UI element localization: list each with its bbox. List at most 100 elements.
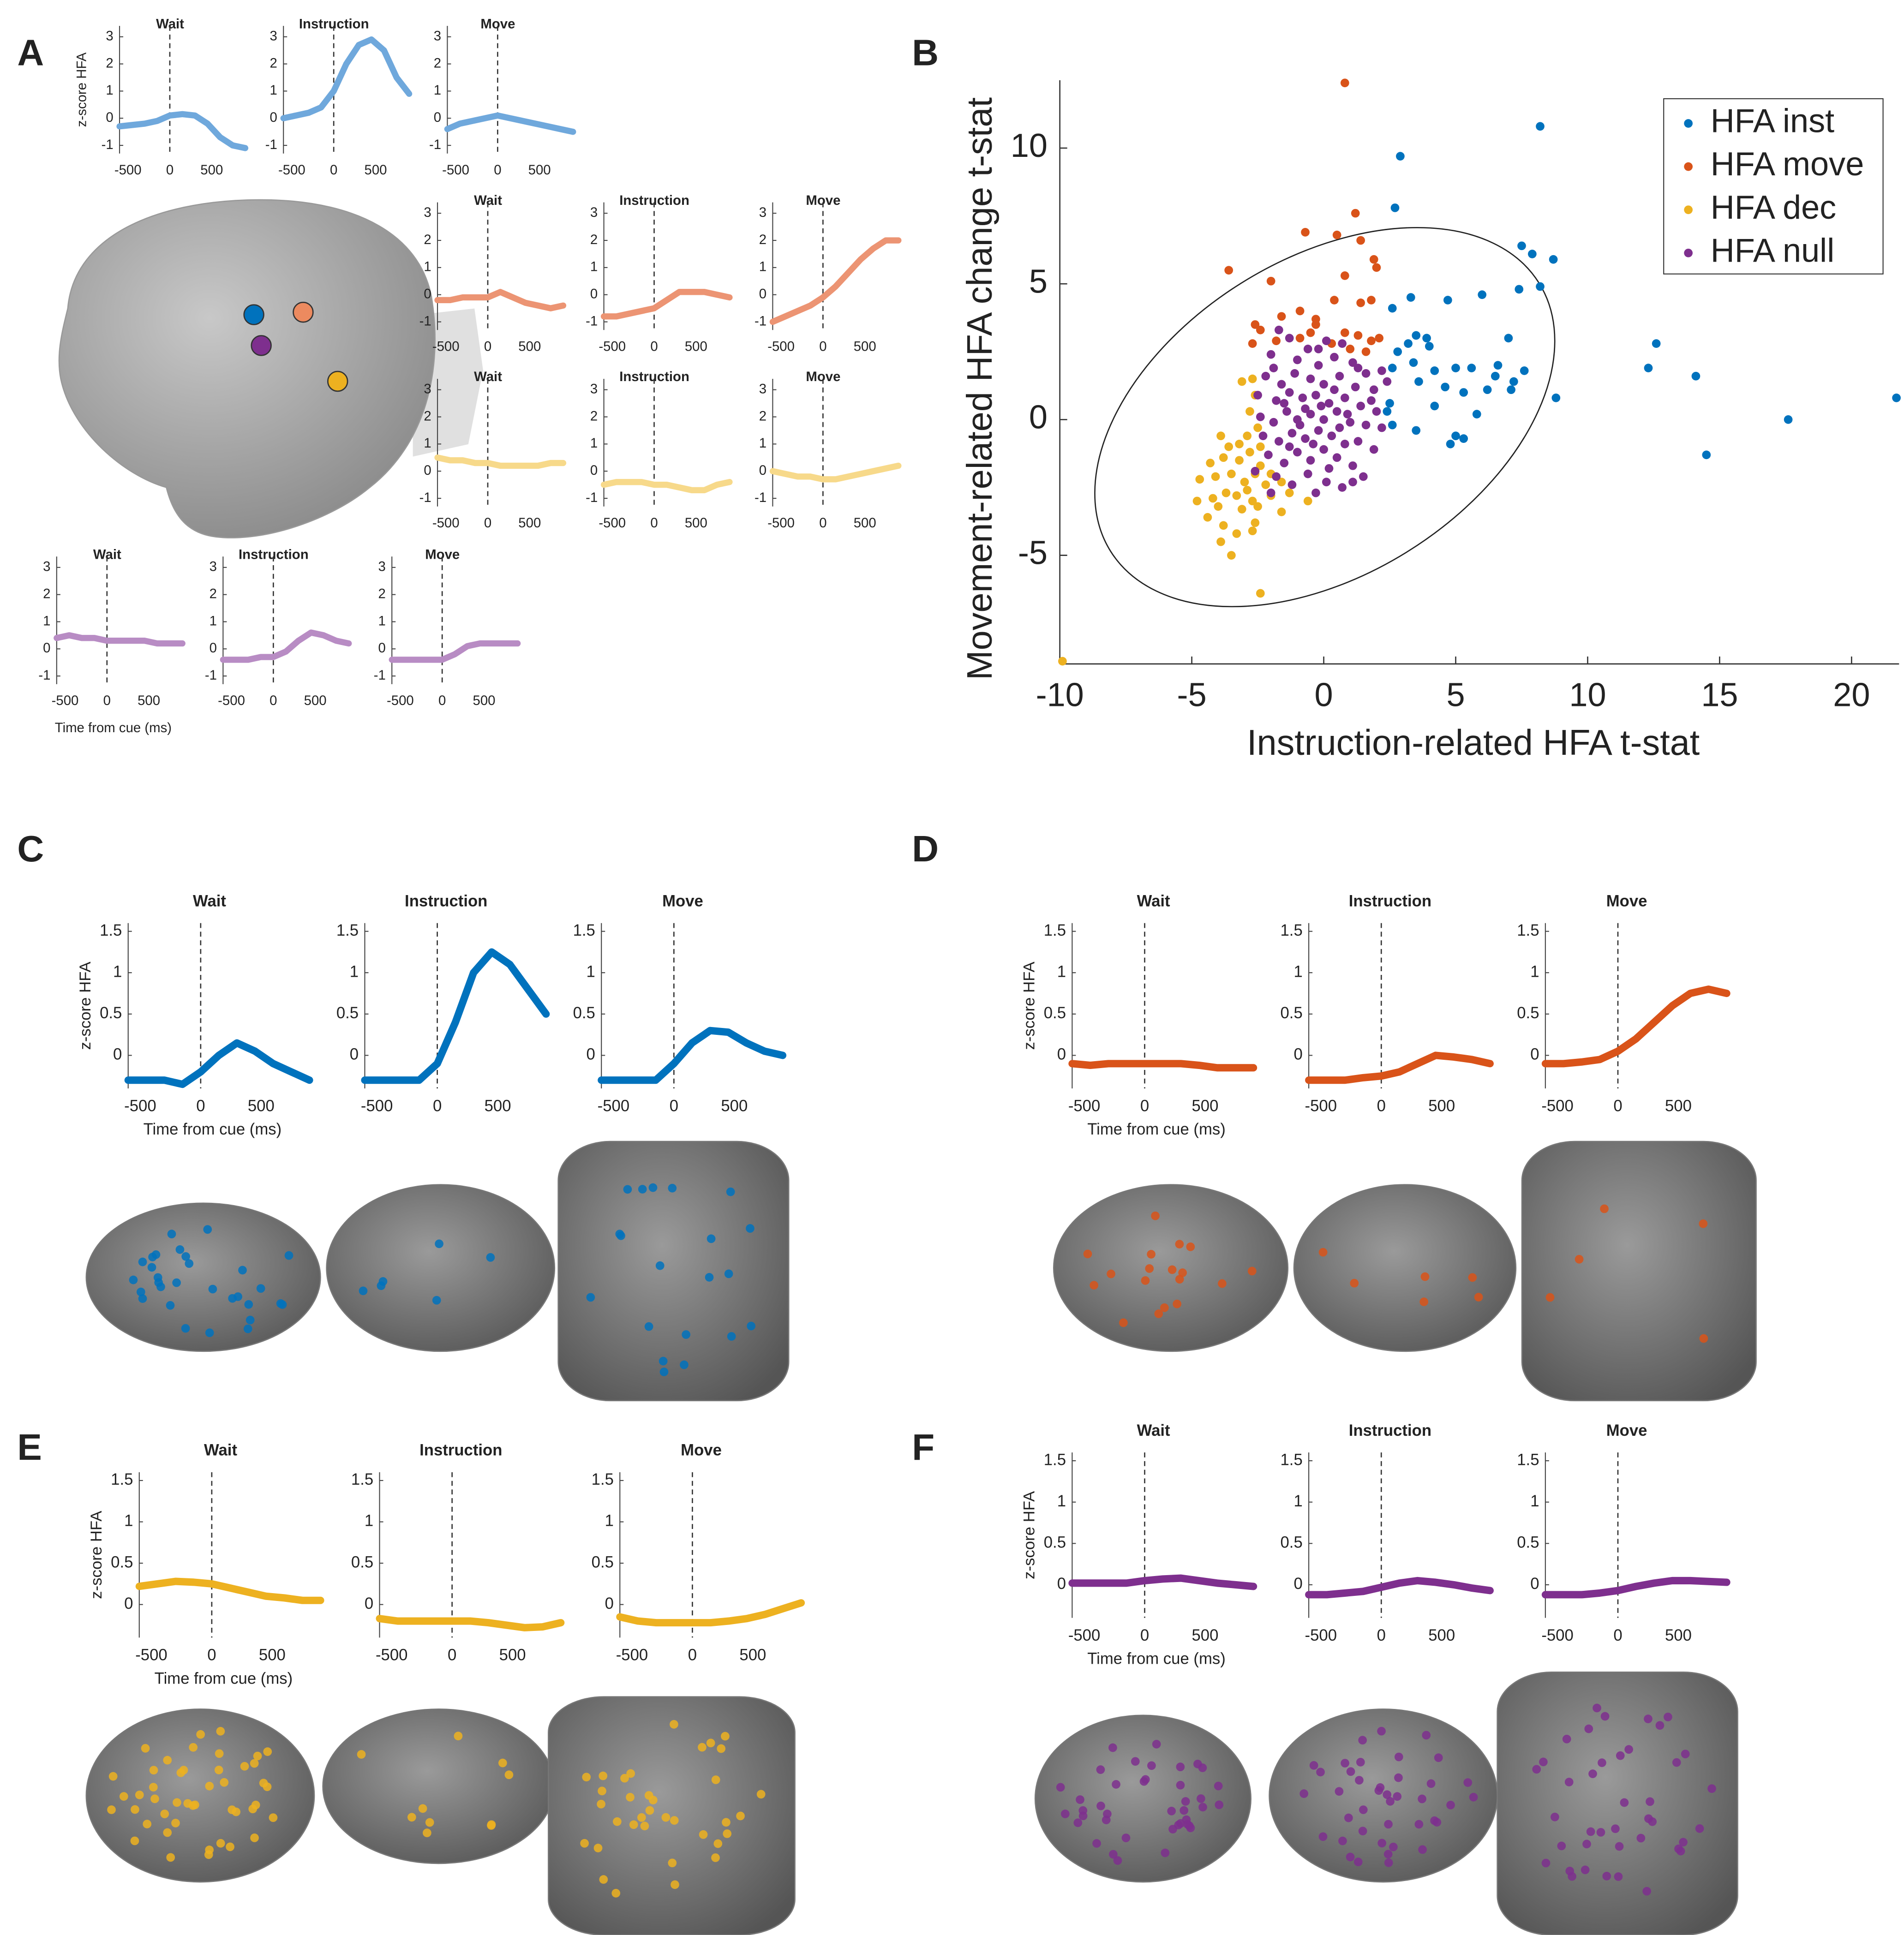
electrode xyxy=(1614,1872,1623,1881)
data-point xyxy=(1243,486,1252,495)
data-point xyxy=(1369,445,1378,454)
electrode xyxy=(1446,1801,1455,1810)
data-point xyxy=(1324,464,1334,473)
data-point xyxy=(1892,393,1901,402)
y-tick-label: 0 xyxy=(587,1046,595,1063)
y-tick-label: 2 xyxy=(759,408,766,424)
x-tick-label: 500 xyxy=(721,1097,748,1115)
electrode xyxy=(129,1275,138,1284)
electrode xyxy=(723,1829,732,1838)
electrode xyxy=(1056,1783,1065,1792)
y-tick-label: 0 xyxy=(1057,1575,1066,1593)
electrode xyxy=(1394,1773,1403,1782)
data-point xyxy=(1235,456,1244,465)
x-tick-label: 0 xyxy=(103,693,111,708)
electrode xyxy=(1414,1820,1424,1829)
data-point xyxy=(1361,347,1371,356)
electrode xyxy=(1474,1293,1483,1302)
electrode xyxy=(1463,1778,1473,1787)
x-tick-label: 500 xyxy=(518,515,541,531)
electrode xyxy=(645,1806,654,1815)
y-tick-label: -1 xyxy=(419,313,431,328)
electrode xyxy=(1418,1845,1427,1854)
data-point xyxy=(1227,469,1236,478)
electrode xyxy=(435,1239,443,1248)
data-point xyxy=(1206,459,1215,467)
y-tick-label: 1 xyxy=(124,1512,133,1530)
x-tick-label: 0 xyxy=(448,1647,456,1664)
x-tick-label: 500 xyxy=(499,1647,526,1664)
electrode xyxy=(1090,1281,1098,1290)
y-tick-label: -1 xyxy=(429,137,441,152)
electrode xyxy=(1131,1757,1140,1766)
data-point xyxy=(1261,480,1270,490)
data-point xyxy=(1277,478,1286,487)
electrode xyxy=(149,1783,158,1792)
y-tick-label: -1 xyxy=(205,668,217,683)
subplot-title: Wait xyxy=(204,1442,237,1459)
brain-renderings xyxy=(85,1141,1757,1935)
hfa-trace xyxy=(1541,1577,1730,1599)
x-tick-label: -500 xyxy=(1541,1627,1573,1644)
x-tick-label: 500 xyxy=(259,1647,286,1664)
data-point xyxy=(1209,494,1217,503)
electrode xyxy=(1176,1780,1185,1790)
legend-marker xyxy=(1684,205,1693,215)
electrode xyxy=(626,1793,635,1802)
subplot-title: Wait xyxy=(1137,1422,1170,1439)
data-point xyxy=(1451,364,1460,372)
electrode xyxy=(214,1765,223,1774)
data-point xyxy=(1507,385,1515,394)
y-tick-label: 0.5 xyxy=(1517,1534,1539,1551)
electrode xyxy=(623,1185,632,1194)
electrode xyxy=(498,1758,507,1768)
y-tick-label: 1.5 xyxy=(1281,922,1303,939)
electrode xyxy=(1107,1269,1115,1278)
y-axis-label: z-score HFA xyxy=(77,961,94,1050)
x-tick-label: 0 xyxy=(650,339,658,354)
data-point xyxy=(1348,358,1357,367)
x-tick-label: 0 xyxy=(269,693,277,708)
electrode xyxy=(1346,1767,1355,1776)
data-point xyxy=(1443,296,1452,305)
x-tick-label: 0 xyxy=(484,339,491,354)
y-tick-label: 2 xyxy=(759,232,766,247)
electrode xyxy=(611,1889,621,1898)
electrode xyxy=(205,1781,214,1791)
data-point xyxy=(1319,415,1328,424)
electrode xyxy=(1359,1805,1368,1814)
electrode xyxy=(1338,1836,1347,1845)
electrode xyxy=(163,1828,172,1837)
electrode xyxy=(1092,1839,1101,1848)
data-point xyxy=(1295,420,1305,430)
data-point xyxy=(1330,296,1339,305)
subplot-title: Move xyxy=(1606,1422,1647,1439)
data-point xyxy=(1311,320,1320,329)
electrode xyxy=(293,301,314,323)
electrode xyxy=(1160,1303,1169,1312)
data-point xyxy=(1446,440,1455,448)
x-tick-label: 0 xyxy=(433,1097,442,1115)
electrode xyxy=(1593,1703,1601,1713)
electrode xyxy=(1557,1841,1566,1851)
data-point xyxy=(1383,377,1392,386)
electrode xyxy=(629,1820,638,1829)
electrode xyxy=(196,1730,205,1739)
electrode xyxy=(278,1300,287,1309)
y-tick-label: 0 xyxy=(1530,1046,1539,1063)
x-tick-label: -500 xyxy=(124,1097,156,1115)
x-tick-label: 0 xyxy=(650,515,658,531)
data-point xyxy=(1335,423,1344,432)
data-point xyxy=(1232,529,1241,538)
subplot-title: Wait xyxy=(193,892,226,910)
electrode xyxy=(637,1813,646,1822)
electrode xyxy=(1173,1299,1181,1308)
electrode xyxy=(593,1844,603,1852)
electrode xyxy=(599,1875,608,1884)
data-point xyxy=(1269,418,1278,427)
data-point xyxy=(1256,461,1265,470)
data-point xyxy=(1340,440,1349,448)
hfa-trace xyxy=(598,1027,787,1084)
electrode xyxy=(1186,1242,1195,1251)
data-point xyxy=(1298,393,1307,402)
